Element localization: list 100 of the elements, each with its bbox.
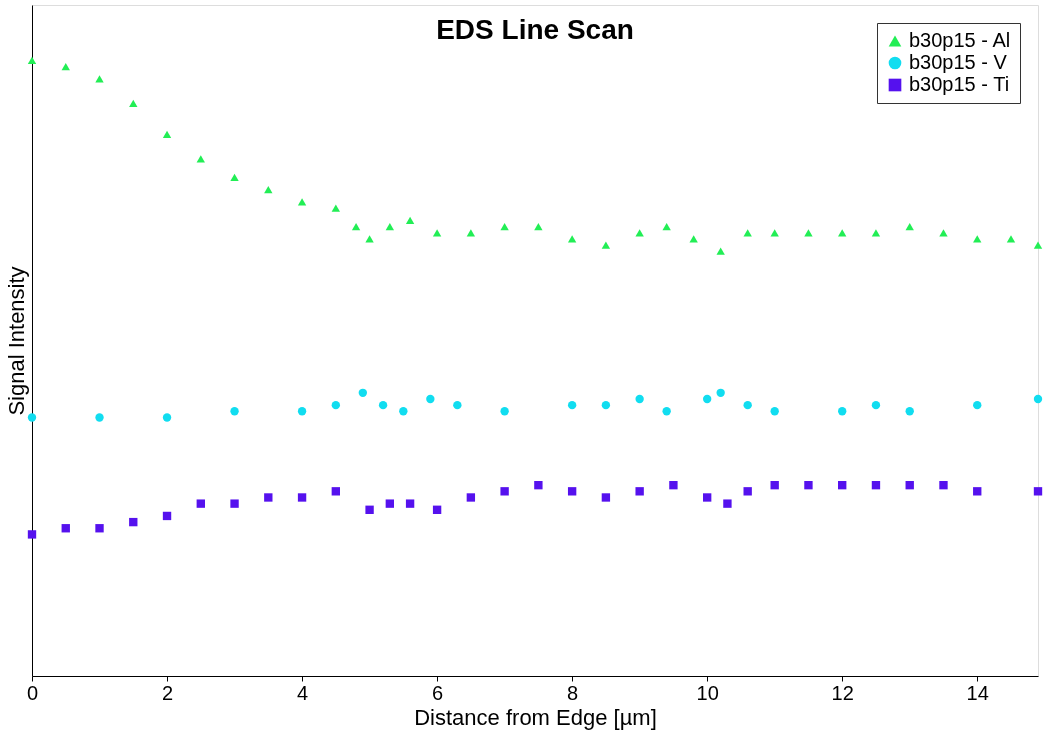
point — [162, 413, 172, 422]
x-tick-label: 2 — [161, 681, 174, 704]
point — [669, 480, 678, 490]
point — [331, 204, 341, 212]
x-tick-label: 12 — [831, 681, 854, 704]
point — [196, 499, 205, 508]
point — [453, 400, 462, 410]
point — [331, 487, 341, 496]
point — [905, 222, 914, 231]
point — [358, 388, 368, 397]
point — [297, 493, 307, 502]
point — [162, 130, 172, 138]
point — [601, 400, 611, 410]
x-tick-label: 0 — [26, 681, 39, 704]
point — [743, 229, 752, 237]
point — [61, 524, 70, 533]
point — [385, 499, 395, 508]
point — [905, 407, 914, 416]
point — [723, 499, 732, 508]
point — [196, 155, 205, 163]
point — [635, 487, 644, 496]
point — [601, 241, 611, 249]
point — [534, 480, 543, 490]
point — [838, 407, 847, 416]
point — [230, 173, 239, 181]
point — [162, 511, 172, 521]
x-tick-label: 14 — [966, 681, 989, 704]
point — [297, 198, 307, 206]
point — [567, 400, 577, 410]
point — [838, 480, 847, 490]
point — [405, 499, 415, 508]
point — [385, 222, 395, 231]
point — [743, 487, 752, 496]
point — [378, 400, 388, 410]
point — [95, 524, 104, 533]
point — [567, 487, 577, 496]
point — [939, 480, 948, 490]
point — [804, 229, 813, 237]
point — [635, 229, 644, 237]
point — [331, 400, 341, 410]
point — [466, 229, 476, 237]
point — [871, 229, 881, 237]
point — [1033, 394, 1043, 404]
x-tick-label: 6 — [432, 681, 444, 704]
point — [743, 400, 752, 410]
point — [129, 99, 138, 108]
point — [838, 229, 847, 237]
point — [567, 235, 577, 243]
point — [365, 505, 374, 514]
point — [500, 222, 509, 231]
point — [635, 394, 644, 404]
x-tick-label: 8 — [567, 681, 579, 704]
point — [716, 388, 725, 397]
point — [500, 487, 509, 496]
x-axis-title: Distance from Edge [µm] — [414, 704, 657, 730]
point — [534, 222, 543, 231]
chart-title: EDS Line Scan — [436, 14, 634, 45]
x-tick-label: 10 — [696, 681, 719, 704]
point — [770, 407, 779, 416]
point — [399, 407, 408, 416]
point — [230, 499, 239, 508]
point — [770, 480, 779, 490]
point — [973, 400, 982, 410]
point — [702, 394, 712, 404]
point — [230, 407, 239, 416]
point — [939, 229, 948, 237]
point — [770, 229, 779, 237]
point — [601, 493, 611, 502]
point — [264, 186, 273, 194]
point — [27, 56, 37, 65]
point — [61, 62, 70, 71]
point — [804, 480, 813, 490]
point — [689, 235, 698, 243]
point — [1033, 241, 1043, 249]
legend-label: b30p15 - Ti — [909, 73, 1010, 95]
point — [973, 235, 982, 243]
point — [432, 505, 442, 514]
point — [95, 75, 104, 83]
point — [264, 493, 273, 502]
point — [351, 222, 361, 231]
x-tick-label: 4 — [297, 681, 309, 704]
point — [905, 480, 914, 490]
point — [973, 487, 982, 496]
legend-label: b30p15 - V — [909, 51, 1008, 73]
legend-label: b30p15 - Al — [909, 29, 1011, 51]
point — [1033, 487, 1043, 496]
point — [129, 517, 138, 527]
point — [432, 229, 442, 237]
point — [702, 493, 712, 502]
point — [466, 493, 476, 502]
point — [95, 413, 104, 422]
point — [871, 400, 881, 410]
point — [662, 222, 671, 231]
point — [297, 407, 307, 416]
point — [500, 407, 509, 416]
point — [426, 394, 435, 404]
point — [1006, 235, 1016, 243]
point — [405, 216, 415, 225]
y-axis-title: Signal Intensity — [3, 266, 29, 416]
point — [871, 480, 881, 490]
